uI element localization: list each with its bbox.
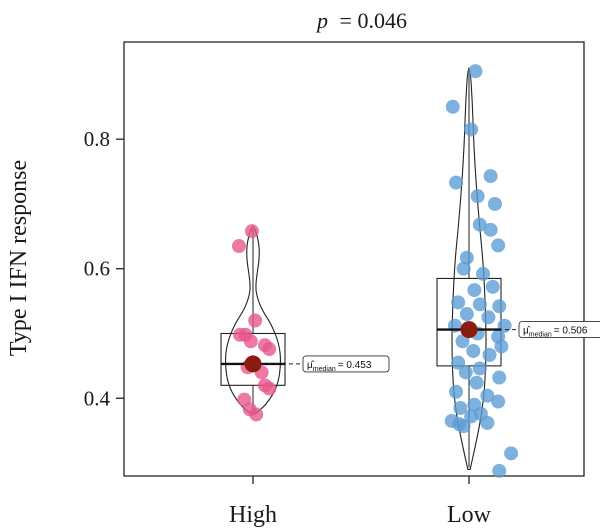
median-label-value: = 0.506 xyxy=(554,326,588,337)
data-point xyxy=(481,310,496,325)
data-point xyxy=(449,175,464,190)
data-point xyxy=(491,394,506,409)
data-point xyxy=(472,217,487,232)
median-label-box xyxy=(518,321,600,339)
data-point xyxy=(243,334,258,349)
data-point xyxy=(456,419,471,434)
data-point xyxy=(494,339,509,354)
y-tick-label: 0.8 xyxy=(84,127,110,151)
data-point xyxy=(453,400,468,415)
chart-title: p = 0.046 xyxy=(315,8,407,33)
data-point xyxy=(248,313,263,328)
data-point xyxy=(231,239,246,254)
data-point xyxy=(464,122,479,137)
data-point xyxy=(449,384,464,399)
median-label: μ̂median = 0.506 xyxy=(523,325,588,339)
data-point xyxy=(451,295,466,310)
median-label-symbol: μ̂ xyxy=(523,325,531,337)
median-label-symbol: μ̂ xyxy=(307,359,315,371)
data-point xyxy=(459,307,474,322)
data-point xyxy=(466,343,481,358)
violin-group-high: μ̂median = 0.453 xyxy=(220,224,390,422)
data-point xyxy=(249,407,264,422)
data-point xyxy=(469,375,484,390)
data-point xyxy=(491,238,506,253)
data-point xyxy=(262,381,277,396)
median-label: μ̂median = 0.453 xyxy=(307,359,372,373)
y-axis-ticks: 0.4 0.6 0.8 xyxy=(84,127,124,410)
data-point xyxy=(492,370,507,385)
data-point xyxy=(456,261,471,276)
x-axis-ticks: High Low xyxy=(229,476,492,528)
y-tick-label: 0.4 xyxy=(84,386,111,410)
data-point xyxy=(464,409,479,424)
data-point xyxy=(492,463,507,478)
data-point xyxy=(482,347,497,362)
data-point xyxy=(483,169,498,184)
data-point xyxy=(455,334,470,349)
data-point xyxy=(480,388,495,403)
y-axis-label: Type I IFN response xyxy=(6,160,32,356)
y-tick-label: 0.6 xyxy=(84,257,110,281)
median-label-value: = 0.453 xyxy=(338,360,372,371)
median-label-box xyxy=(302,355,390,373)
title-p-value: = 0.046 xyxy=(340,8,407,33)
title-p-symbol: p xyxy=(315,8,328,33)
data-point xyxy=(472,361,487,376)
data-point xyxy=(451,355,466,370)
data-point xyxy=(472,297,487,312)
data-point xyxy=(459,250,474,265)
plot-frame xyxy=(123,41,585,477)
data-point xyxy=(470,189,485,204)
data-point xyxy=(483,222,498,237)
median-point xyxy=(460,321,478,339)
data-point xyxy=(485,279,500,294)
data-point xyxy=(476,266,491,281)
data-point xyxy=(492,299,507,314)
data-point xyxy=(445,99,460,114)
data-point xyxy=(480,415,495,430)
median-label-subscript: median xyxy=(529,332,552,339)
data-point xyxy=(458,365,473,380)
median-label-subscript: median xyxy=(313,366,336,373)
data-point xyxy=(468,64,483,79)
data-point xyxy=(487,196,502,211)
data-point xyxy=(467,283,482,298)
x-tick-label: High xyxy=(229,502,277,528)
violin-group-low: μ̂median = 0.506 xyxy=(436,64,600,478)
x-tick-label: Low xyxy=(447,502,492,528)
data-point xyxy=(244,224,259,239)
data-point xyxy=(262,342,277,357)
data-point xyxy=(504,446,519,461)
median-point xyxy=(244,355,262,373)
